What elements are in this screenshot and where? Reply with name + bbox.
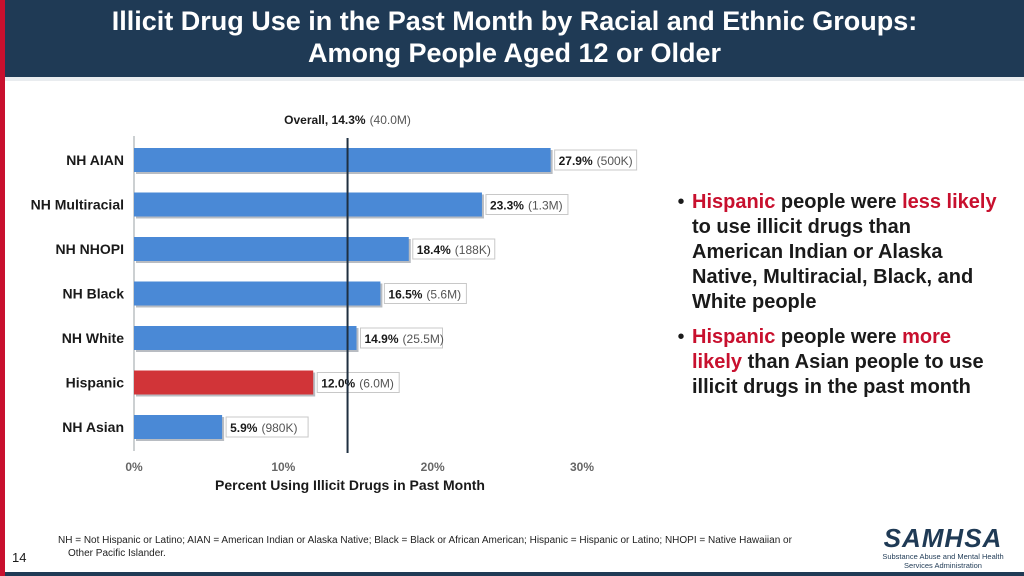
bullet-emphasis: less likely [902,191,997,213]
category-label: NH NHOPI [56,241,124,257]
bar-nh-aian [134,148,551,172]
slide-title-line1: Illicit Drug Use in the Past Month by Ra… [111,6,918,36]
data-label: 14.9% (25.5M) [365,332,444,346]
bullet-dot-icon: • [677,326,685,348]
category-label: NH White [62,330,124,346]
data-label-count: (1.3M) [528,199,563,213]
logo-subtitle-line1: Substance Abuse and Mental Health [882,552,1004,561]
data-label-value: 5.9% [230,421,258,435]
data-label-value: 12.0% [321,377,355,391]
bullet-dot-icon: • [677,191,685,213]
bullet-phrase: to use illicit drugs than American India… [692,216,974,313]
data-label-value: 14.9% [365,332,399,346]
data-label-value: 27.9% [559,154,593,168]
data-label-box [225,416,309,438]
bar-hispanic [134,370,314,395]
data-label-box [412,238,496,260]
x-tick-label: 20% [421,460,445,474]
category-label: NH AIAN [66,152,124,168]
bullet-phrase: than Asian people to use illicit drugs i… [692,351,984,398]
bullet-item: • Hispanic people were less likely to use… [670,190,1000,315]
left-accent-stripe [0,0,5,576]
bullet-phrase: people were [775,326,903,348]
data-label: 16.5% (5.6M) [388,288,461,302]
bar-nh-nhopi [134,237,409,261]
data-label-value: 18.4% [417,243,451,257]
bullet-item: • Hispanic people were more likely than A… [670,325,1000,400]
overall-reference-label: Overall, 14.3% (40.0M) [284,113,411,127]
logo-subtitle-line2: Services Administration [904,561,982,570]
bar-nh-black [134,281,381,306]
bar-nh-white [134,326,357,350]
category-label: Hispanic [66,375,125,391]
footnote-line2: Other Pacific Islander. [68,548,166,559]
overall-label-count: (40.0M) [370,113,411,127]
slide-header: Illicit Drug Use in the Past Month by Ra… [5,0,1024,77]
bottom-rule [5,572,1024,576]
data-label-count: (6.0M) [359,377,394,391]
logo-wordmark: SAMHSA [883,523,1003,553]
x-tick-label: 10% [271,460,295,474]
bullet-text: Hispanic people were more likely than As… [692,325,1000,400]
data-label-box [383,283,467,304]
footnote: NH = Not Hispanic or Latino; AIAN = Amer… [58,534,858,560]
category-label: NH Multiracial [31,197,124,213]
category-label: NH Asian [62,419,124,435]
slide-title-line2: Among People Aged 12 or Older [307,38,722,68]
data-label: 23.3% (1.3M) [490,199,563,213]
data-label-box [360,327,444,349]
x-tick-label: 30% [570,460,594,474]
samhsa-logo: SAMHSA Substance Abuse and Mental Health… [878,524,1008,570]
footnote-line1: NH = Not Hispanic or Latino; AIAN = Amer… [58,535,792,546]
bar-chart: NH AIAN 27.9% (500K) NH Multiracial 23.3% (1.… [31,113,638,493]
bullet-text: Hispanic people were less likely to use … [692,190,1000,315]
data-label-box [485,194,569,215]
data-label-value: 16.5% [388,288,422,302]
bar-nh-multiracial [134,192,482,217]
header-divider [5,77,1024,81]
data-label-count: (188K) [455,243,491,257]
data-label-count: (500K) [597,154,633,168]
data-label-count: (5.6M) [426,288,461,302]
x-tick-label: 0% [125,460,143,474]
data-label-box [316,372,400,393]
bullet-emphasis: Hispanic [692,191,776,213]
bullet-emphasis: more likely [692,326,951,373]
data-label: 27.9% (500K) [559,154,633,168]
data-label: 18.4% (188K) [417,243,491,257]
data-label-count: (25.5M) [403,332,444,346]
page-number: 14 [12,550,27,565]
data-label: 5.9% (980K) [230,421,297,435]
bullet-list: • Hispanic people were less likely to use… [670,190,1000,410]
bullet-phrase: people were [775,191,903,213]
data-label-box [554,149,638,171]
bar-nh-asian [134,415,223,439]
overall-label-value: Overall, 14.3% [284,113,366,127]
data-label-value: 23.3% [490,199,524,213]
data-label-count: (980K) [261,421,297,435]
x-axis-title: Percent Using Illicit Drugs in Past Mont… [215,477,485,493]
bullet-emphasis: Hispanic [692,326,776,348]
category-label: NH Black [63,286,125,302]
